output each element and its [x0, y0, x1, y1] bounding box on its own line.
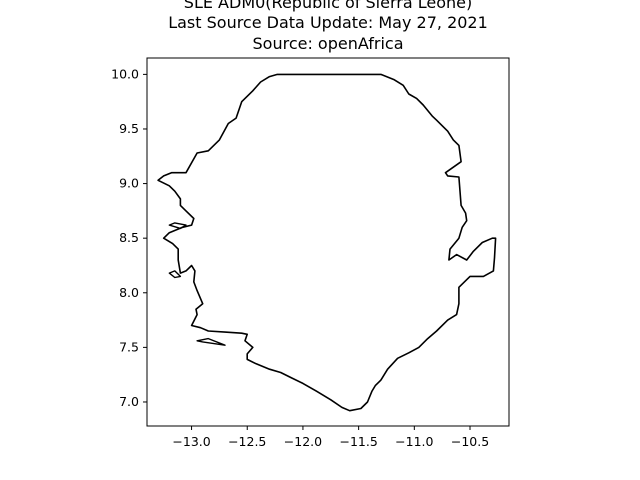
y-tick-label: 8.0 — [119, 285, 139, 300]
country-boundary — [157, 73, 497, 412]
x-tick-label: −13.0 — [172, 434, 210, 449]
island-boundary — [196, 337, 226, 346]
country-shapes — [157, 73, 497, 412]
y-axis: 7.0 7.5 8.0 8.5 9.0 9.5 10.0 — [111, 66, 147, 409]
map-title: SLE ADM0(Republic of Sierra Leone) Last … — [168, 0, 488, 53]
plot-area: −13.0 −12.5 −12.0 −11.5 −11.0 −10.5 7.0 7.5 8.0… — [111, 57, 510, 449]
x-tick-label: −11.5 — [339, 434, 377, 449]
x-tick-label: −12.0 — [284, 434, 322, 449]
y-tick-label: 9.5 — [119, 121, 139, 136]
title-line-country: SLE ADM0(Republic of Sierra Leone) — [184, 0, 472, 12]
island-boundary — [168, 270, 182, 279]
title-line-source: Source: openAfrica — [253, 34, 404, 53]
axes-frame — [146, 57, 510, 427]
x-axis: −13.0 −12.5 −12.0 −11.5 −11.0 −10.5 — [172, 426, 489, 449]
x-tick-label: −12.5 — [228, 434, 266, 449]
title-line-update: Last Source Data Update: May 27, 2021 — [168, 13, 488, 32]
y-tick-label: 7.0 — [119, 394, 139, 409]
y-tick-label: 9.0 — [119, 176, 139, 191]
y-tick-label: 8.5 — [119, 230, 139, 245]
island-boundary — [168, 222, 187, 230]
y-tick-label: 7.5 — [119, 339, 139, 354]
y-tick-label: 10.0 — [111, 66, 139, 81]
x-tick-label: −10.5 — [451, 434, 489, 449]
x-tick-label: −11.0 — [395, 434, 433, 449]
